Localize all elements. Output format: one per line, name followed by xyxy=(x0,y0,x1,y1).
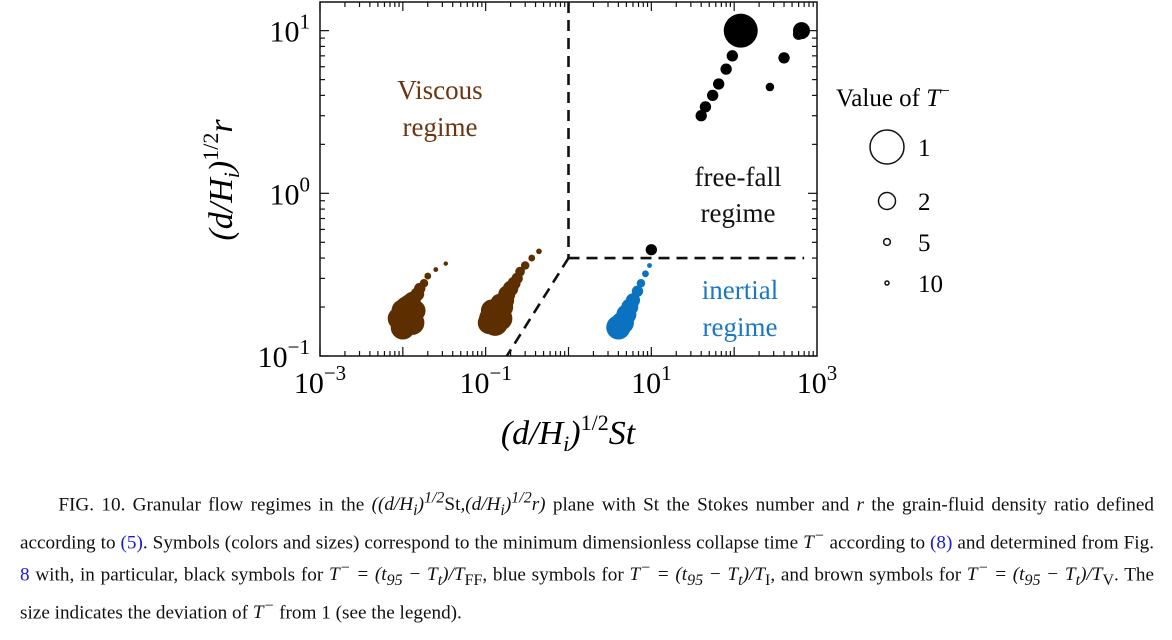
caption-text-11: from 1 (see the legend). xyxy=(279,602,462,623)
tick-label: 103 xyxy=(797,361,838,400)
freefall-point xyxy=(726,50,738,62)
inertial-point xyxy=(642,270,649,278)
viscous-point xyxy=(528,254,536,262)
viscous-point xyxy=(433,267,439,272)
legend-label: 5 xyxy=(918,230,931,257)
freefall-point xyxy=(713,78,725,90)
viscous-point xyxy=(515,266,525,277)
freefall-point xyxy=(792,28,805,40)
legend-label: 1 xyxy=(918,135,931,162)
freefall-point xyxy=(706,89,719,102)
inertial-point xyxy=(631,285,644,297)
tick-label: 10−1 xyxy=(258,335,310,374)
legend-marker xyxy=(884,280,890,286)
viscous-regime-label-2: regime xyxy=(403,112,478,142)
inertial-regime-label-1: inertial xyxy=(702,275,778,305)
tick-label: 101 xyxy=(631,361,672,400)
viscous-point xyxy=(419,279,429,288)
freefall-regime-label-2: regime xyxy=(701,198,776,228)
caption-text-2: plane with St the Stokes number and xyxy=(552,494,850,516)
tick-label: 10−1 xyxy=(459,361,511,400)
inertial-point xyxy=(647,263,652,268)
freefall-point xyxy=(695,110,707,122)
figure-caption: FIG. 10. Granular flow regimes in the ((… xyxy=(20,486,1154,626)
x-axis-label: (d/Hi)1/2St xyxy=(501,410,637,456)
freefall-regime-label-1: free-fall xyxy=(695,162,782,192)
tick-label: 10−3 xyxy=(294,361,346,400)
freefall-point xyxy=(723,13,758,48)
caption-pair: ((d/Hi)1/2St,(d/Hi)1/2r) xyxy=(371,490,546,520)
caption-tminus-2: T− xyxy=(252,597,275,623)
caption-eq-i: T− = (t95 − Tt)/TI xyxy=(629,559,771,590)
freefall-point xyxy=(778,52,790,64)
legend-title: Value of T− xyxy=(836,81,950,112)
viscous-point xyxy=(520,261,530,270)
legend-marker xyxy=(877,191,897,211)
size-legend: Value of T− 1 2 5 10 xyxy=(836,81,950,298)
y-axis-label: (d/Hi)1/2r xyxy=(198,119,244,241)
caption-r: r xyxy=(856,494,864,516)
caption-text-8: , blue symbols for xyxy=(482,564,624,586)
legend-label: 2 xyxy=(918,189,931,216)
inertial-regime-label-2: regime xyxy=(703,312,778,342)
freefall-point xyxy=(645,244,657,256)
freefall-point xyxy=(720,63,732,75)
data-points xyxy=(387,13,811,340)
caption-text-3: the grain-fluid density ratio defined ac… xyxy=(20,494,1155,554)
fig8-link[interactable]: 8 xyxy=(20,564,30,586)
caption-text-5: according to xyxy=(829,532,926,554)
legend-label: 10 xyxy=(918,271,943,298)
viscous-point xyxy=(477,311,501,335)
viscous-point xyxy=(390,315,415,340)
viscous-point xyxy=(443,261,448,266)
inertial-point xyxy=(636,279,646,288)
viscous-point xyxy=(536,248,542,255)
caption-text-4: . Symbols (colors and sizes) correspond … xyxy=(142,532,799,554)
legend-marker xyxy=(882,237,892,247)
regime-boundary xyxy=(505,257,570,357)
axis-ticks xyxy=(319,2,817,357)
tick-label: 100 xyxy=(270,172,311,211)
freefall-point xyxy=(699,101,712,113)
caption-text-6: and determined from Fig. xyxy=(957,532,1154,554)
caption-text-9: , and brown symbols for xyxy=(770,564,962,586)
legend-marker xyxy=(869,129,905,165)
regime-boundaries xyxy=(505,2,805,357)
viscous-regime-label-1: Viscous xyxy=(397,75,482,105)
caption-eq-ff: T− = (t95 − Tt)/TFF xyxy=(329,559,483,590)
caption-intro: FIG. 10. Granular flow regimes in the xyxy=(58,494,365,516)
eq5-link[interactable]: (5) xyxy=(120,532,143,554)
freefall-point xyxy=(765,82,775,92)
caption-eq-v: T− = (t95 − Tt)/TV xyxy=(966,559,1115,590)
eq8-link[interactable]: (8) xyxy=(930,532,953,554)
tick-label: 101 xyxy=(270,10,311,49)
caption-text-10: . The size indicates the deviation of xyxy=(20,564,1155,623)
caption-text-7: with, in particular, black symbols for xyxy=(35,564,324,586)
viscous-point xyxy=(424,272,432,280)
caption-tminus-1: T− xyxy=(803,527,825,554)
